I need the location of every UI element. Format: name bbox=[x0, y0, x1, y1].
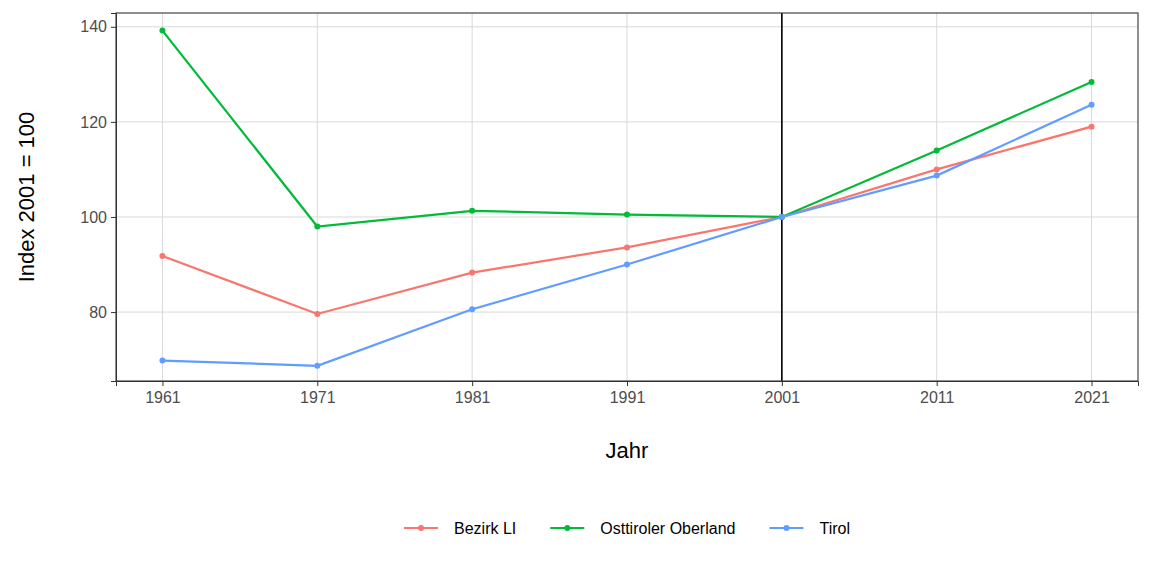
y-tick-mark bbox=[111, 122, 116, 123]
legend-item: Bezirk LI bbox=[404, 520, 516, 537]
y-tick-mark bbox=[111, 27, 116, 28]
series-point bbox=[779, 214, 785, 220]
series-point bbox=[779, 214, 785, 220]
legend-key-point bbox=[418, 525, 424, 531]
y-tick: 120 bbox=[80, 113, 116, 130]
legend-label: Bezirk LI bbox=[454, 520, 516, 537]
marks bbox=[159, 13, 1094, 381]
y-tick-label: 120 bbox=[80, 113, 107, 130]
x-tick: 2011 bbox=[920, 381, 955, 406]
y-tick: 80 bbox=[89, 304, 116, 321]
y-tick: 140 bbox=[80, 18, 116, 35]
series-point bbox=[1089, 102, 1095, 108]
series-line bbox=[162, 127, 1091, 314]
series-point bbox=[624, 244, 630, 250]
y-tick-label: 100 bbox=[80, 209, 107, 226]
x-tick: 2001 bbox=[765, 381, 801, 406]
series-point bbox=[469, 270, 475, 276]
grid-line-x bbox=[936, 13, 937, 381]
x-tick-label: 2011 bbox=[920, 389, 955, 406]
x-tick-mark bbox=[627, 381, 628, 386]
x-tick-label: 2021 bbox=[1074, 389, 1110, 406]
series-point bbox=[469, 208, 475, 214]
grid-line-x bbox=[317, 13, 318, 381]
grid-line-x bbox=[781, 13, 782, 381]
x-tick: 1961 bbox=[145, 381, 181, 406]
series-point bbox=[469, 306, 475, 312]
legend-label: Tirol bbox=[819, 520, 850, 537]
series-point bbox=[314, 311, 320, 317]
panel-border bbox=[116, 13, 1138, 381]
grid-line-x bbox=[162, 13, 163, 381]
grid bbox=[116, 13, 1138, 381]
x-tick: 1981 bbox=[455, 381, 491, 406]
series-point bbox=[314, 223, 320, 229]
grid-line-x bbox=[1091, 13, 1092, 381]
y-axis-line bbox=[111, 14, 117, 382]
legend-item: Osttiroler Oberland bbox=[550, 520, 735, 537]
y-tick-mark bbox=[111, 217, 116, 218]
legend-item: Tirol bbox=[769, 520, 850, 537]
reference-line bbox=[781, 13, 783, 381]
x-tick-mark bbox=[937, 381, 938, 386]
x-axis: 1961 1971 1981 1991 2001 2011 2021 bbox=[117, 381, 1139, 406]
x-tick-mark bbox=[162, 381, 163, 386]
panel-background bbox=[116, 13, 1138, 381]
x-tick-label: 1981 bbox=[455, 389, 491, 406]
series-point bbox=[1089, 124, 1095, 130]
y-tick-label: 140 bbox=[80, 18, 107, 35]
series-point bbox=[934, 166, 940, 172]
legend-key-point bbox=[783, 525, 789, 531]
legend-key-point bbox=[564, 525, 570, 531]
x-axis-line bbox=[117, 382, 1139, 387]
x-tick-label: 1961 bbox=[145, 389, 181, 406]
series-point bbox=[159, 358, 165, 364]
series-point bbox=[159, 253, 165, 259]
series-line bbox=[162, 105, 1091, 366]
grid-line-x bbox=[627, 13, 628, 381]
x-tick: 2021 bbox=[1074, 381, 1110, 406]
chart: 80 100 120 140 1961 1971 1981 1991 2001 2011 2021 J… bbox=[0, 0, 1152, 576]
plot: 80 100 120 140 1961 1971 1981 1991 2001 2011 2021 bbox=[80, 13, 1138, 406]
x-tick: 1971 bbox=[300, 381, 336, 406]
x-tick-label: 2001 bbox=[765, 389, 801, 406]
series-point bbox=[624, 262, 630, 268]
x-tick-label: 1971 bbox=[300, 389, 336, 406]
series-point bbox=[779, 214, 785, 220]
x-tick-mark bbox=[317, 381, 318, 386]
series-point bbox=[934, 173, 940, 179]
series-point bbox=[159, 28, 165, 34]
x-axis-title: Jahr bbox=[606, 438, 649, 463]
x-tick-mark bbox=[782, 381, 783, 386]
y-tick-label: 80 bbox=[89, 304, 107, 321]
legend: Bezirk LI Osttiroler Oberland Tirol bbox=[404, 520, 850, 537]
series-point bbox=[934, 147, 940, 153]
x-tick-label: 1991 bbox=[610, 389, 646, 406]
x-tick: 1991 bbox=[610, 381, 646, 406]
y-axis-title: Index 2001 = 100 bbox=[14, 112, 39, 283]
y-tick-mark bbox=[111, 312, 116, 313]
series-point bbox=[314, 363, 320, 369]
x-tick-mark bbox=[1092, 381, 1093, 386]
series-point bbox=[624, 212, 630, 218]
series-line bbox=[162, 31, 1091, 227]
y-axis: 80 100 120 140 bbox=[80, 14, 116, 382]
series-point bbox=[1089, 79, 1095, 85]
x-tick-mark bbox=[472, 381, 473, 386]
grid-line-x bbox=[472, 13, 473, 381]
legend-label: Osttiroler Oberland bbox=[600, 520, 735, 537]
y-tick: 100 bbox=[80, 209, 116, 226]
